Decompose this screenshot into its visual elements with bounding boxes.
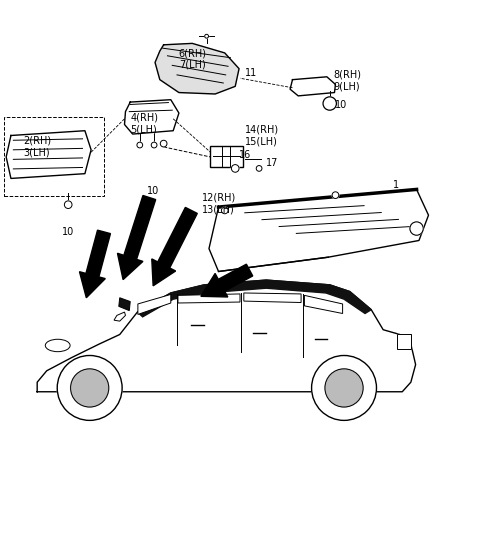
Text: 2(RH)
3(LH): 2(RH) 3(LH) xyxy=(23,136,51,157)
Circle shape xyxy=(221,207,228,214)
Circle shape xyxy=(57,356,122,420)
Polygon shape xyxy=(138,294,171,314)
Text: 10: 10 xyxy=(62,228,74,237)
Text: 1: 1 xyxy=(393,180,399,190)
Text: 6(RH)
7(LH): 6(RH) 7(LH) xyxy=(178,48,206,70)
Text: 16: 16 xyxy=(239,149,252,160)
Polygon shape xyxy=(290,77,336,96)
Text: 8(RH)
9(LH): 8(RH) 9(LH) xyxy=(333,70,361,91)
Polygon shape xyxy=(152,207,197,286)
Polygon shape xyxy=(304,295,343,313)
Polygon shape xyxy=(178,294,240,303)
Circle shape xyxy=(256,166,262,171)
Circle shape xyxy=(231,165,239,172)
Polygon shape xyxy=(6,131,91,179)
Polygon shape xyxy=(119,298,130,311)
Bar xyxy=(4,117,104,196)
Polygon shape xyxy=(80,230,110,298)
Circle shape xyxy=(137,142,143,148)
Polygon shape xyxy=(137,280,371,317)
Circle shape xyxy=(71,369,109,407)
Polygon shape xyxy=(155,43,239,94)
Circle shape xyxy=(312,356,376,420)
Polygon shape xyxy=(124,100,179,134)
Ellipse shape xyxy=(45,339,70,352)
Polygon shape xyxy=(244,293,301,302)
Polygon shape xyxy=(37,280,416,392)
Text: 17: 17 xyxy=(266,157,278,168)
Circle shape xyxy=(160,140,167,147)
Bar xyxy=(396,333,411,349)
Bar xyxy=(396,333,411,349)
Circle shape xyxy=(332,192,339,199)
Text: 10: 10 xyxy=(336,100,348,110)
Circle shape xyxy=(325,369,363,407)
Circle shape xyxy=(151,142,157,148)
Polygon shape xyxy=(114,312,125,321)
Polygon shape xyxy=(118,195,156,280)
Circle shape xyxy=(410,222,423,235)
Circle shape xyxy=(64,201,72,209)
Bar xyxy=(210,147,243,167)
Circle shape xyxy=(204,34,208,38)
Polygon shape xyxy=(201,264,252,297)
Text: 12(RH)
13(LH): 12(RH) 13(LH) xyxy=(202,192,236,214)
Text: 4(RH)
5(LH): 4(RH) 5(LH) xyxy=(130,113,158,134)
Text: 14(RH)
15(LH): 14(RH) 15(LH) xyxy=(245,125,279,146)
Text: 11: 11 xyxy=(245,68,257,78)
Text: 10: 10 xyxy=(147,186,159,197)
Circle shape xyxy=(323,97,336,110)
Polygon shape xyxy=(209,190,429,272)
